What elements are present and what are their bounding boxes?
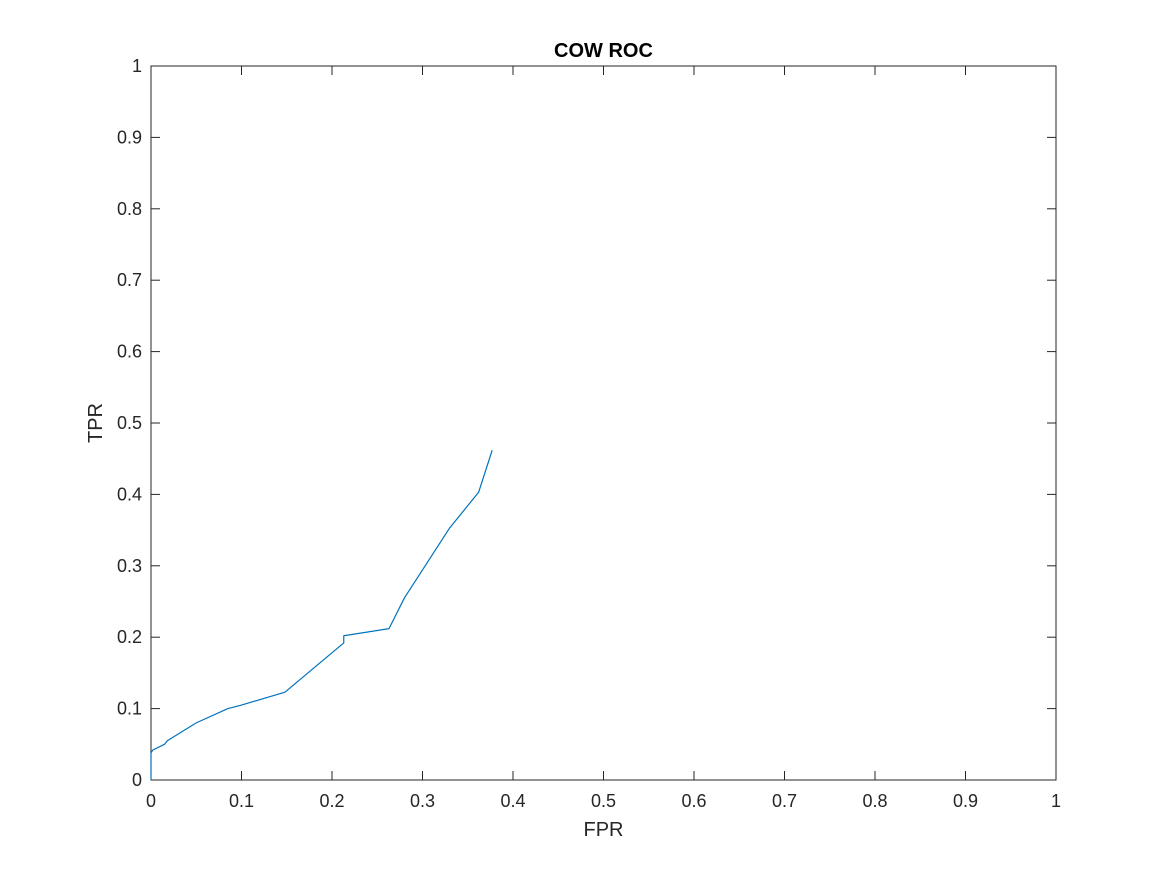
y-tick-label: 0.6 <box>117 342 142 362</box>
y-tick-label: 0.3 <box>117 556 142 576</box>
y-tick-label: 0.2 <box>117 627 142 647</box>
chart-title: COW ROC <box>554 40 653 62</box>
y-tick-label: 0.4 <box>117 484 142 504</box>
x-tick-label: 1 <box>1051 791 1061 811</box>
x-tick-label: 0.1 <box>229 791 254 811</box>
y-axis-label: TPR <box>85 403 107 443</box>
roc-curve-line <box>150 449 493 780</box>
y-tick-label: 0 <box>132 770 142 790</box>
y-tick-label: 0.7 <box>117 270 142 290</box>
x-tick-label: 0.5 <box>591 791 616 811</box>
x-tick-label: 0.8 <box>862 791 887 811</box>
y-tick-label: 1 <box>132 56 142 76</box>
y-tick-label: 0.5 <box>117 413 142 433</box>
x-tick-label: 0.7 <box>772 791 797 811</box>
x-axis-ticks: 0 0.1 0.2 0.3 0.4 0.5 0.6 0.7 0.8 0.9 1 <box>146 66 1061 811</box>
x-tick-label: 0.4 <box>500 791 525 811</box>
plot-area <box>151 66 1056 780</box>
x-tick-label: 0.2 <box>319 791 344 811</box>
y-tick-label: 0.8 <box>117 199 142 219</box>
x-tick-label: 0 <box>146 791 156 811</box>
x-tick-label: 0.9 <box>953 791 978 811</box>
y-axis-ticks: 0 0.1 0.2 0.3 0.4 0.5 0.6 0.7 0.8 0.9 1 <box>117 56 1056 790</box>
y-tick-label: 0.9 <box>117 127 142 147</box>
y-tick-label: 0.1 <box>117 699 142 719</box>
series-group <box>150 449 493 780</box>
x-tick-label: 0.3 <box>410 791 435 811</box>
x-axis-label: FPR <box>584 819 624 841</box>
x-tick-label: 0.6 <box>681 791 706 811</box>
